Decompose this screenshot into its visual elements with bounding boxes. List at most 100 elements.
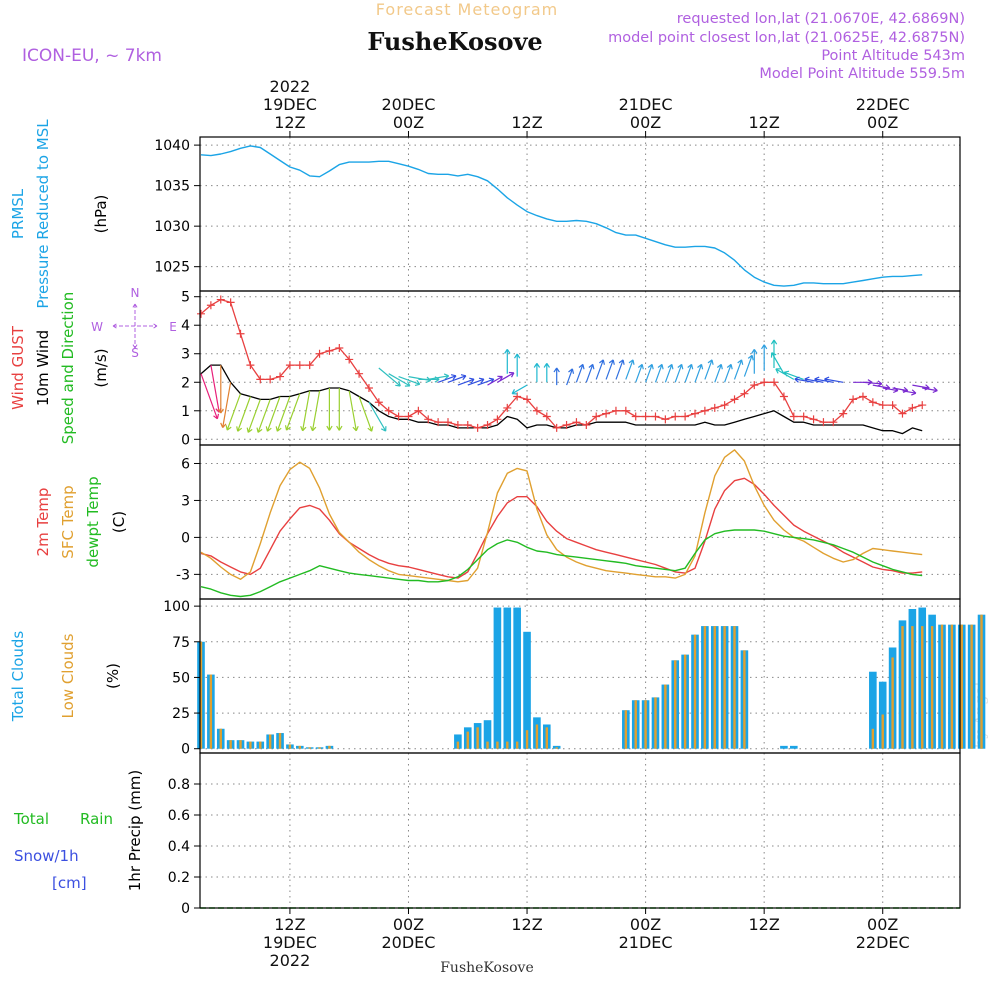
wind-arrow <box>733 359 744 380</box>
wind-arrow <box>348 390 359 432</box>
gust-marker <box>809 415 818 424</box>
wind-arrow <box>645 363 654 383</box>
gust-marker <box>206 301 215 310</box>
wind-arrow <box>513 353 521 377</box>
panel-label: (m/s) <box>92 348 110 387</box>
gust-marker <box>611 406 620 415</box>
low-cloud-bar <box>466 731 469 749</box>
panel-label: (C) <box>110 511 128 533</box>
total-cloud-bar <box>780 745 788 749</box>
wind-arrow <box>326 388 333 431</box>
wind-arrow <box>200 373 220 420</box>
panel-frame-temperature <box>199 444 961 600</box>
low-cloud-bar <box>980 614 983 749</box>
gust-marker <box>444 418 452 427</box>
low-cloud-bar <box>525 730 529 749</box>
gust-marker <box>552 423 561 432</box>
wind-arrow <box>511 384 528 395</box>
product-title: Forecast Meteogram <box>376 0 558 19</box>
gust-marker <box>661 415 670 424</box>
gust-marker <box>720 401 729 410</box>
y-tick-label: 0 <box>181 742 190 758</box>
wind-arrow <box>256 399 271 433</box>
gust-marker <box>266 375 275 384</box>
gust-marker <box>671 412 680 421</box>
wind-arrow <box>804 376 824 383</box>
top-time-label: 00Z <box>867 113 898 132</box>
gust-marker <box>345 355 354 364</box>
gust-marker <box>364 383 373 392</box>
low-cloud-bar <box>476 727 479 749</box>
gust-marker <box>740 389 749 398</box>
wind-arrow <box>605 359 615 380</box>
low-cloud-bar <box>664 684 667 749</box>
low-cloud-bar <box>871 728 875 749</box>
wind-arrow <box>225 393 242 431</box>
gust-marker <box>779 392 788 401</box>
low-cloud-bar <box>901 626 904 749</box>
y-tick-label: 1025 <box>154 260 190 276</box>
gust-marker <box>305 361 314 370</box>
gust-marker <box>799 412 808 421</box>
gust-marker <box>631 412 640 421</box>
bottom-time-label: 00Z <box>867 915 898 934</box>
precip-legend-label: [cm] <box>52 874 87 892</box>
wind-arrow <box>595 359 605 380</box>
panel-label: (hPa) <box>92 195 110 234</box>
low-cloud-bar <box>278 733 282 749</box>
top-time-label: 19DEC <box>263 95 317 114</box>
wind-arrow <box>654 363 664 383</box>
gust-marker <box>276 372 285 381</box>
gust-marker <box>285 361 294 370</box>
top-time-label: 00Z <box>630 113 661 132</box>
compass-rose <box>112 303 158 349</box>
footer-location: FusheKosove <box>440 960 534 976</box>
wind-arrow <box>543 362 551 383</box>
low-cloud-bar <box>723 626 726 749</box>
bottom-time-label: 2022 <box>270 951 311 970</box>
panel-label: PRMSL <box>9 188 27 239</box>
low-cloud-bar <box>644 700 647 749</box>
low-cloud-bar <box>199 641 203 749</box>
gust-marker <box>483 421 492 430</box>
gust-marker <box>414 406 423 415</box>
low-cloud-bar <box>921 626 924 749</box>
top-time-label: 21DEC <box>619 95 673 114</box>
gust-marker <box>621 406 630 415</box>
gust-marker <box>493 415 502 424</box>
wind-arrow <box>760 344 768 371</box>
wind-arrow <box>625 359 635 380</box>
gust-marker <box>760 378 769 387</box>
gust-marker <box>523 395 532 404</box>
bottom-time-label: 20DEC <box>381 933 435 952</box>
y-tick-label: 100 <box>163 599 190 615</box>
low-cloud-bar <box>328 745 331 749</box>
wind-arrow <box>724 363 733 383</box>
gust-marker <box>197 309 205 318</box>
bottom-time-label: 12Z <box>274 915 305 934</box>
panel-label: 10m Wind <box>34 330 52 406</box>
model-altitude: Model Point Altitude 559.5m <box>759 66 965 82</box>
low-cloud-bar <box>249 741 252 749</box>
wind-arrow <box>217 365 224 414</box>
gust-marker <box>246 361 255 370</box>
panel-label: Speed and Direction <box>59 292 77 445</box>
wind-arrow <box>615 359 625 380</box>
y-tick-label: 0.4 <box>168 839 190 855</box>
wind-arrow <box>770 352 785 375</box>
panel-label: Wind GUST <box>9 325 27 410</box>
gust-marker <box>374 398 383 407</box>
total-cloud-bar <box>869 671 877 749</box>
closest-coords: model point closest lon,lat (21.0625E, 4… <box>608 30 965 46</box>
y-tick-label: 25 <box>172 706 190 722</box>
panel-label: dewpt Temp <box>84 476 102 567</box>
gust-marker <box>849 395 858 404</box>
gust-marker <box>641 412 650 421</box>
low-cloud-bar <box>713 626 716 749</box>
gust-marker <box>592 412 601 421</box>
top-time-label: 00Z <box>393 113 424 132</box>
gust-marker <box>710 403 719 412</box>
total-cloud-bar <box>483 720 492 749</box>
y-tick-label: -3 <box>176 567 190 583</box>
y-tick-label: 0.2 <box>168 870 190 886</box>
